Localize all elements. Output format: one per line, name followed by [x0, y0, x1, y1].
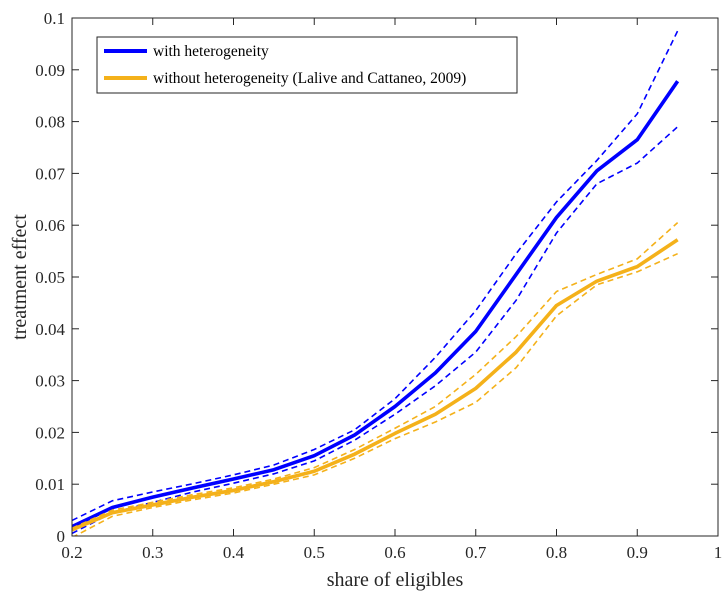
x-tick-label: 0.7	[465, 543, 487, 562]
y-tick-label: 0.06	[35, 216, 65, 235]
legend-frame	[96, 36, 518, 94]
series-with-heterogeneity-ci-lower	[72, 126, 679, 535]
x-tick-label: 0.5	[304, 543, 325, 562]
y-tick-label: 0.07	[35, 164, 65, 183]
series-without-heterogeneity-line	[72, 238, 679, 532]
y-tick-label: 0.02	[35, 423, 65, 442]
y-tick-label: 0.01	[35, 475, 65, 494]
x-tick-label: 0.9	[627, 543, 648, 562]
x-tick-label: 0.6	[384, 543, 405, 562]
y-tick-label: 0.05	[35, 268, 65, 287]
x-tick-label: 0.4	[223, 543, 245, 562]
y-tick-label: 0	[57, 527, 66, 546]
y-tick-label: 0.09	[35, 61, 65, 80]
series-with-heterogeneity-line	[72, 80, 680, 529]
y-axis-title: treatment effect	[9, 214, 31, 340]
y-tick-label: 0.04	[35, 320, 65, 339]
series-without-heterogeneity-ci-upper	[72, 222, 679, 529]
x-tick-label: 0.3	[142, 543, 163, 562]
series-with-heterogeneity-ci-upper	[72, 30, 679, 522]
legend-label-without-heterogeneity: without heterogeneity (Lalive and Cattan…	[153, 70, 466, 87]
axis-ticks: 0.2 0.3 0.4 0.5 0.6 0.7 0.8 0.9 1 0 0.01 0.02 0.03 0.…	[35, 9, 722, 562]
x-tick-label: 0.2	[61, 543, 82, 562]
x-axis-title: share of eligibles	[327, 569, 464, 591]
y-tick-label: 0.1	[44, 9, 65, 28]
legend: with heterogeneity without heterogeneity…	[96, 36, 518, 94]
y-tick-label: 0.08	[35, 113, 65, 132]
x-tick-label: 0.8	[546, 543, 567, 562]
x-tick-label: 1	[714, 543, 722, 562]
y-tick-label: 0.03	[35, 372, 65, 391]
series-layer	[72, 30, 680, 536]
legend-label-with-heterogeneity: with heterogeneity	[153, 43, 269, 60]
series-without-heterogeneity-ci-lower	[73, 252, 678, 536]
